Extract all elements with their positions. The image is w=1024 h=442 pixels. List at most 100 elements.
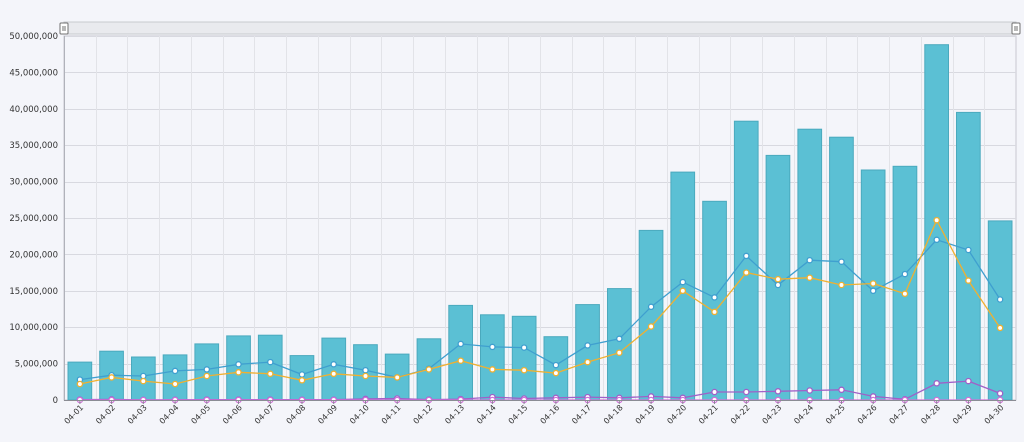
series-point[interactable] <box>489 343 496 351</box>
x-tick-label: 04-26 <box>856 403 879 426</box>
range-handle-left[interactable] <box>59 22 69 35</box>
bar[interactable] <box>511 315 537 401</box>
y-tick-label: 45,000,000 <box>9 68 58 78</box>
series-point[interactable] <box>933 380 940 387</box>
bar[interactable] <box>733 120 759 401</box>
y-tick-label: 30,000,000 <box>9 178 58 188</box>
series-line <box>79 239 1001 381</box>
range-selector-track[interactable] <box>63 21 1017 35</box>
series-point[interactable] <box>203 366 211 373</box>
series-point[interactable] <box>171 380 179 388</box>
series-point[interactable] <box>901 290 909 297</box>
bar[interactable] <box>480 314 505 401</box>
series-point[interactable] <box>996 324 1004 332</box>
series-point[interactable] <box>171 367 179 375</box>
series-point[interactable] <box>457 340 464 348</box>
series-point[interactable] <box>330 370 337 378</box>
bar[interactable] <box>226 335 251 401</box>
series-point[interactable] <box>584 342 591 349</box>
range-handle-right[interactable] <box>1011 22 1021 35</box>
series-point[interactable] <box>362 366 369 374</box>
series-point[interactable] <box>76 380 84 388</box>
bar[interactable] <box>956 111 981 401</box>
bar[interactable] <box>797 128 823 401</box>
series-point[interactable] <box>298 371 306 378</box>
bar[interactable] <box>607 288 632 401</box>
series-point[interactable] <box>743 252 750 260</box>
series-point[interactable] <box>838 386 845 394</box>
y-tick-label: 20,000,000 <box>9 250 58 260</box>
series-point[interactable] <box>330 361 337 368</box>
series-point[interactable] <box>774 388 782 395</box>
series-point[interactable] <box>520 366 528 374</box>
series-point[interactable] <box>869 280 877 287</box>
series-point[interactable] <box>235 361 242 368</box>
series-point[interactable] <box>965 377 972 385</box>
series-point[interactable] <box>711 388 718 396</box>
series-point[interactable] <box>298 377 306 384</box>
x-tick-label: 04-29 <box>951 403 974 426</box>
series-point[interactable] <box>457 357 464 364</box>
y-tick-label: 40,000,000 <box>9 105 58 115</box>
y-tick-label: 5,000,000 <box>15 360 58 370</box>
series-point[interactable] <box>647 323 655 330</box>
series-point[interactable] <box>267 358 274 366</box>
series-point[interactable] <box>616 335 623 343</box>
series-point[interactable] <box>933 216 940 224</box>
bar[interactable] <box>892 165 918 401</box>
series-point[interactable] <box>267 370 274 378</box>
series-point[interactable] <box>425 366 433 373</box>
series-point[interactable] <box>393 374 401 381</box>
series-point[interactable] <box>996 390 1004 397</box>
x-axis: 04-01 04-02 04-03 04-04 04-05 04-06 04-07 04-08… <box>63 400 1016 426</box>
x-tick-label: 04-04 <box>158 403 181 426</box>
series-point[interactable] <box>996 296 1004 303</box>
series-point[interactable] <box>362 372 369 380</box>
series-point[interactable] <box>711 294 718 301</box>
x-tick-label: 04-19 <box>634 403 657 426</box>
series-point[interactable] <box>489 366 496 373</box>
series-point[interactable] <box>584 358 591 366</box>
bar[interactable] <box>257 334 283 401</box>
series-point[interactable] <box>140 377 147 385</box>
series-point[interactable] <box>774 275 782 283</box>
bar[interactable] <box>321 337 347 401</box>
series-point[interactable] <box>711 308 718 316</box>
x-tick-label: 04-21 <box>697 403 720 426</box>
series-point[interactable] <box>806 256 813 264</box>
y-tick-label: 15,000,000 <box>9 287 58 297</box>
series-point[interactable] <box>965 277 972 284</box>
bar[interactable] <box>575 304 600 401</box>
series-point[interactable] <box>108 374 115 381</box>
series-point[interactable] <box>647 303 655 311</box>
series-point[interactable] <box>679 287 687 295</box>
series-point[interactable] <box>869 287 877 295</box>
series-point[interactable] <box>203 372 211 380</box>
series-point[interactable] <box>933 236 940 244</box>
series-point[interactable] <box>965 246 972 254</box>
series-point[interactable] <box>679 278 687 286</box>
x-tick-label: 04-02 <box>94 403 117 426</box>
bar[interactable] <box>543 336 569 401</box>
series-point[interactable] <box>743 269 750 276</box>
x-tick-label: 04-15 <box>507 403 530 426</box>
x-tick-label: 04-28 <box>919 403 942 426</box>
grid <box>63 35 1017 401</box>
series-point[interactable] <box>774 281 782 289</box>
series-point[interactable] <box>838 281 845 289</box>
series-point[interactable] <box>838 258 845 265</box>
series-point[interactable] <box>743 388 750 396</box>
series-point[interactable] <box>235 369 242 376</box>
series-point[interactable] <box>552 369 560 377</box>
bar[interactable] <box>162 354 188 401</box>
series-point[interactable] <box>616 349 623 356</box>
series-point[interactable] <box>806 387 813 394</box>
series-point[interactable] <box>552 361 560 369</box>
x-tick-label: 04-07 <box>253 403 276 426</box>
series-point[interactable] <box>901 270 909 278</box>
series-point[interactable] <box>520 344 528 351</box>
bar[interactable] <box>448 304 473 401</box>
series-point[interactable] <box>806 274 813 281</box>
series-point[interactable] <box>140 372 147 380</box>
bar[interactable] <box>987 220 1013 401</box>
